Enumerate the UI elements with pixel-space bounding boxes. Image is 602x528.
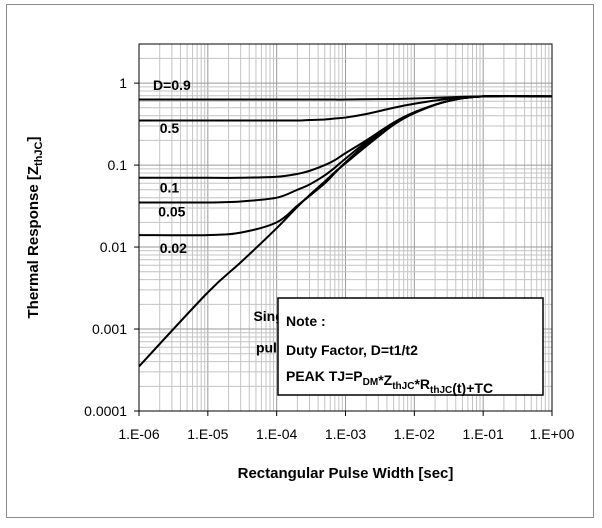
- curve-label: 0.5: [160, 120, 180, 136]
- y-axis-label-subscript: thJC: [33, 141, 45, 166]
- note-subscript: thJC: [392, 381, 414, 392]
- note-subscript: DM: [363, 377, 379, 388]
- y-axis-label-text: ]: [25, 137, 42, 142]
- note-text: (t)+TC: [452, 380, 493, 396]
- x-axis-label: Rectangular Pulse Width [sec]: [238, 465, 454, 482]
- curve-label: 0.05: [158, 204, 185, 220]
- y-axis-label-text: Thermal Response [Z: [25, 166, 42, 319]
- note-text: *Z: [378, 372, 392, 388]
- note-box-border: [277, 297, 544, 396]
- x-tick-label: 1.E-05: [187, 426, 228, 442]
- y-tick-label: 1: [119, 75, 127, 91]
- note-title: Note :: [286, 313, 326, 329]
- note-box: Note : Duty Factor, D=t1/t2 PEAK TJ=PDM*…: [277, 297, 544, 396]
- note-duty-factor: Duty Factor, D=t1/t2: [286, 342, 418, 358]
- y-axis-label: Thermal Response [ZthJC]: [25, 137, 45, 319]
- curve-label: 0.1: [160, 180, 180, 196]
- y-tick-label: 0.01: [100, 239, 127, 255]
- x-tick-label: 1.E-06: [118, 426, 159, 442]
- x-tick-label: 1.E+00: [530, 426, 575, 442]
- series-lines: [138, 94, 553, 368]
- note-text: PEAK TJ=P: [286, 368, 363, 384]
- series-line-single-pulse: [138, 94, 553, 368]
- chart-frame: [6, 4, 594, 518]
- y-tick-label: 0.0001: [84, 403, 127, 419]
- note-peak-tj-formula: PEAK TJ=PDM*ZthJC*RthJC(t)+TC: [286, 368, 493, 396]
- series-line-d-0-9: [139, 95, 553, 101]
- y-tick-labels: 1 0.1 0.01 0.001 0.0001: [84, 75, 139, 419]
- curve-label: 0.02: [160, 240, 187, 256]
- x-tick-label: 1.E-04: [256, 426, 297, 442]
- x-tick-label: 1.E-02: [394, 426, 435, 442]
- note-text: *R: [414, 376, 430, 392]
- series-line-0-5: [138, 95, 553, 122]
- y-tick-label: 0.001: [92, 321, 127, 337]
- curve-label: D=0.9: [153, 77, 191, 93]
- x-tick-label: 1.E-01: [463, 426, 504, 442]
- x-tick-label: 1.E-03: [325, 426, 366, 442]
- note-subscript: thJC: [430, 385, 452, 396]
- x-tick-labels: 1.E-06 1.E-05 1.E-04 1.E-03 1.E-02 1.E-01 1.E+…: [118, 411, 575, 442]
- y-tick-label: 0.1: [108, 157, 128, 173]
